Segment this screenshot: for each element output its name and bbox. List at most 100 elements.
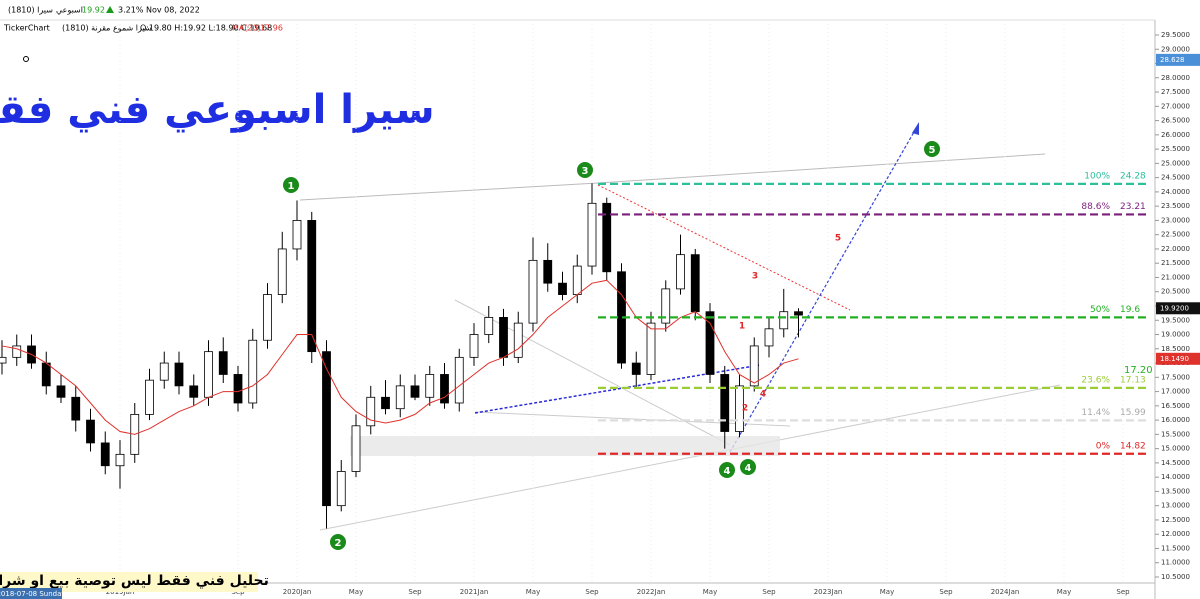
y-tick-label: 12.5000	[1161, 516, 1190, 524]
fib-value: 15.99	[1120, 408, 1146, 418]
y-tick-label: 25.0000	[1161, 159, 1190, 167]
price-marker	[1156, 302, 1200, 315]
candle-body	[528, 259, 538, 324]
y-tick-label: 25.5000	[1161, 145, 1190, 153]
candle-body	[794, 311, 803, 316]
fib-pct: 88.6%	[1081, 202, 1110, 212]
candle-body	[115, 453, 125, 467]
x-tick-label: Sep	[585, 588, 599, 596]
candle-body	[381, 396, 390, 410]
candle-body	[469, 334, 479, 358]
candle-body	[41, 362, 51, 387]
candle-body	[189, 385, 199, 398]
fib-pct: 0%	[1096, 441, 1111, 451]
marker-dot	[23, 56, 29, 62]
candle-body	[572, 265, 582, 295]
fib-pct: 50%	[1090, 305, 1110, 315]
y-tick-label: 27.0000	[1161, 102, 1190, 110]
x-tick-label: 2023Jan	[814, 588, 843, 596]
trendline	[597, 184, 851, 311]
candle-body	[159, 362, 169, 381]
disclaimer-bg	[0, 572, 258, 592]
wave-label: 1	[288, 181, 295, 192]
period: اسبوعي	[56, 6, 83, 15]
fib-value: 24.28	[1120, 171, 1146, 181]
candle-body	[292, 220, 302, 250]
fib-value: 17.13	[1120, 375, 1146, 385]
fib-pct: 23.6%	[1081, 375, 1110, 385]
candle-body	[705, 311, 715, 375]
y-tick-label: 22.5000	[1161, 231, 1190, 239]
wave-label: 3	[582, 166, 589, 177]
candle-body	[336, 471, 346, 507]
x-tick-label: May	[703, 588, 717, 596]
fib-value: 14.82	[1120, 441, 1146, 451]
candle-body	[543, 259, 553, 284]
trendline	[299, 182, 599, 201]
candle-body	[366, 396, 376, 427]
marks: 10.5000 11.0000 11.5000 12.0000 12.5000 13.00…	[0, 20, 1200, 596]
trendline	[319, 384, 1061, 531]
candle-body	[218, 351, 228, 375]
candle-body	[410, 385, 420, 398]
candle-body	[322, 351, 331, 507]
x-tick-label: Sep	[762, 588, 776, 596]
y-tick-label: 14.5000	[1161, 459, 1190, 467]
ma-line	[1, 279, 799, 435]
y-tick-label: 20.5000	[1161, 288, 1190, 296]
wave-label: 4	[745, 463, 752, 474]
y-tick-label: 24.0000	[1161, 188, 1190, 196]
x-tick-label: 2022Jan	[637, 588, 666, 596]
price-marker-label: 19.9200	[1160, 304, 1189, 312]
trendline	[597, 153, 1046, 184]
wave-label: 5	[929, 145, 936, 156]
candle-body	[425, 374, 435, 398]
y-tick-label: 22.0000	[1161, 245, 1190, 253]
arrow-head	[912, 122, 919, 135]
candle-body	[307, 220, 317, 353]
candle-body	[56, 385, 66, 398]
price-marker	[1156, 53, 1200, 66]
date-badge	[0, 588, 62, 599]
support-zone	[350, 436, 780, 456]
y-tick-label: 29.5000	[1161, 31, 1190, 39]
x-tick-label: 2020Jan	[283, 588, 312, 596]
x-tick-label: 2024Jan	[991, 588, 1020, 596]
y-tick-label: 10.5000	[1161, 573, 1190, 581]
wave-label: 4	[724, 466, 731, 477]
candle-body	[587, 202, 597, 267]
y-tick-label: 16.5000	[1161, 402, 1190, 410]
y-tick-label: 27.5000	[1161, 88, 1190, 96]
fib-pct: 11.4%	[1081, 408, 1110, 418]
candle-body	[779, 311, 789, 330]
sub-wave-label: 4	[760, 390, 766, 400]
x-tick-label: May	[880, 588, 894, 596]
candle-body	[174, 362, 184, 387]
chart-title: سيرا اسبوعي فني فقط	[0, 87, 435, 133]
y-tick-label: 28.0000	[1161, 74, 1190, 82]
wave-badge	[283, 177, 299, 193]
y-tick-label: 23.5000	[1161, 202, 1190, 210]
candle-body	[145, 379, 154, 415]
candle-body	[631, 362, 641, 375]
candle-body	[749, 345, 759, 387]
disclaimer: تحليل فني فقط ليس توصية بيع او شراء	[0, 573, 269, 589]
candle-body	[395, 385, 405, 410]
candle-body	[735, 385, 744, 432]
y-tick-label: 12.0000	[1161, 530, 1190, 538]
candle-body	[277, 248, 287, 295]
y-tick-label: 26.5000	[1161, 117, 1190, 125]
y-tick-label: 24.5000	[1161, 174, 1190, 182]
candle-body	[233, 374, 243, 404]
x-tick-label: Sep	[939, 588, 953, 596]
candle-body	[12, 345, 22, 358]
y-tick-label: 18.5000	[1161, 345, 1190, 353]
y-tick-label: 21.5000	[1161, 259, 1190, 267]
y-tick-label: 19.0000	[1161, 331, 1190, 339]
fib-value: 19.6	[1120, 305, 1140, 315]
ma-label: MA(20)	[232, 24, 261, 33]
change: 3.21%	[118, 6, 144, 15]
wave-badge	[924, 141, 940, 157]
y-tick-label: 23.0000	[1161, 216, 1190, 224]
